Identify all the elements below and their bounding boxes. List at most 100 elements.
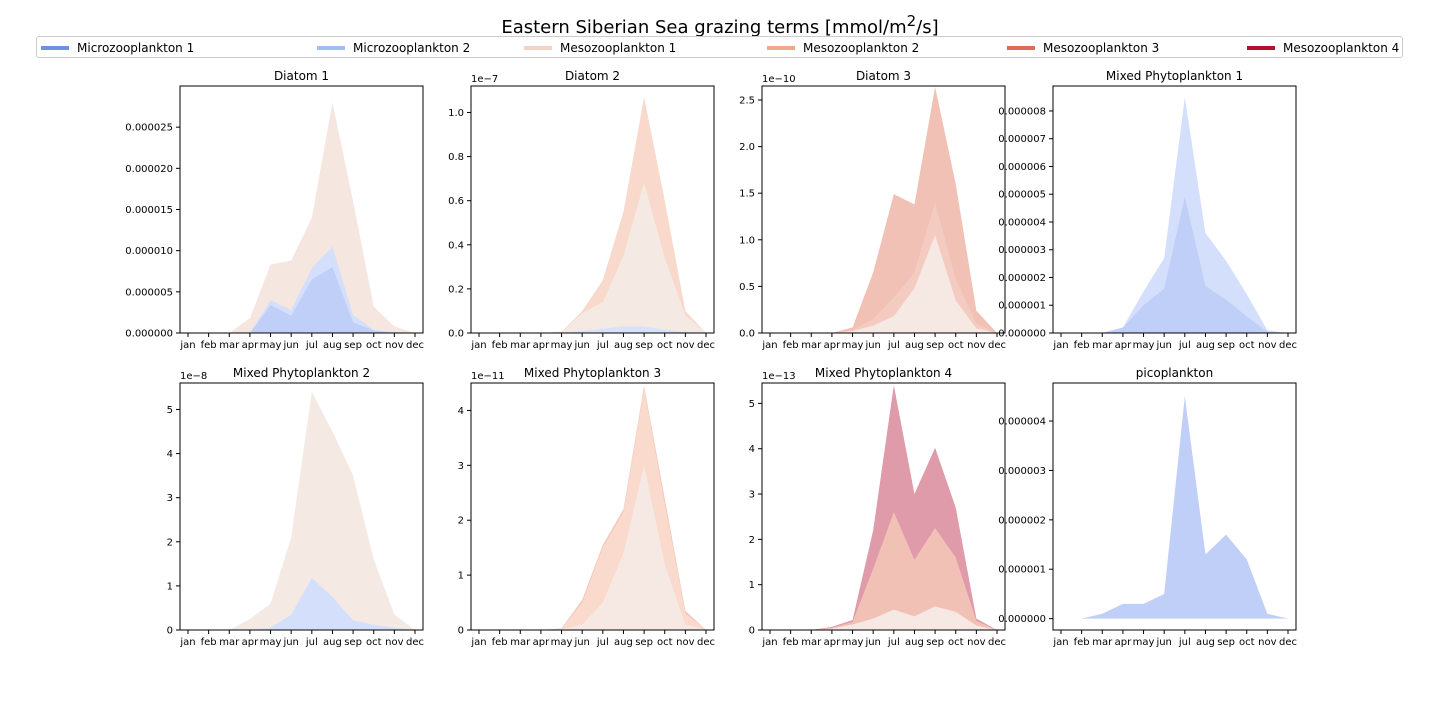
x-tick-label: feb (1074, 637, 1090, 648)
y-offset-label: 1e−8 (180, 371, 207, 382)
axes-frame (761, 382, 1006, 631)
y-tick-label: 0.000015 (125, 205, 173, 216)
y-tick-label: 1 (167, 581, 173, 592)
y-tick-label: 0.000000 (125, 329, 173, 340)
legend-swatch (317, 46, 345, 50)
x-tick-label: may (260, 637, 282, 648)
x-tick-label: oct (657, 340, 673, 351)
x-tick-label: sep (1217, 340, 1235, 351)
y-tick-label: 1.0 (448, 108, 464, 119)
x-tick-label: may (1133, 637, 1155, 648)
x-tick-label: sep (344, 637, 362, 648)
y-offset-label: 1e−7 (471, 74, 498, 85)
x-tick-label: jan (761, 340, 777, 351)
legend-label: Microzooplankton 2 (353, 41, 471, 55)
x-tick-label: oct (1239, 340, 1255, 351)
legend-entry: Microzooplankton 1 (41, 40, 194, 56)
x-tick-label: dec (406, 340, 424, 351)
x-tick-label: oct (1239, 637, 1255, 648)
x-tick-label: jun (1155, 340, 1171, 351)
x-tick-label: nov (385, 340, 403, 351)
area-series (188, 577, 415, 630)
y-offset-label: 1e−11 (471, 371, 505, 382)
area-series (479, 326, 706, 333)
x-tick-label: sep (635, 340, 653, 351)
x-tick-label: aug (614, 340, 633, 351)
x-tick-label: dec (1279, 340, 1297, 351)
x-tick-label: jun (864, 637, 880, 648)
y-tick-label: 0.000008 (998, 106, 1046, 117)
x-tick-label: mar (510, 637, 531, 648)
y-tick-label: 2.0 (739, 142, 755, 153)
axes-frame (761, 85, 1006, 334)
subplot: Diatom 1 jan feb mar apr may jun jul aug sep oct no… (125, 69, 424, 351)
y-tick-label: 1 (458, 571, 464, 582)
x-tick-label: nov (967, 637, 985, 648)
x-tick-label: oct (657, 637, 673, 648)
x-tick-label: apr (824, 637, 841, 648)
x-tick-label: jul (1178, 340, 1191, 351)
y-tick-label: 0.000020 (125, 164, 173, 175)
x-tick-label: jul (887, 637, 900, 648)
subplot-title: Diatom 3 (856, 69, 911, 83)
subplot: Mixed Phytoplankton 1 jan feb mar apr may jun j… (998, 69, 1297, 351)
y-tick-label: 0.5 (739, 282, 755, 293)
subplot: Diatom 3 1e−10 jan feb mar apr may jun jul aug sep… (739, 69, 1006, 351)
y-tick-label: 0.6 (448, 196, 464, 207)
x-tick-label: feb (1074, 340, 1090, 351)
x-tick-label: oct (948, 340, 964, 351)
x-tick-label: oct (366, 637, 382, 648)
x-tick-label: oct (948, 637, 964, 648)
subplot-title: Mixed Phytoplankton 2 (233, 366, 370, 380)
legend-swatch (1007, 46, 1035, 50)
x-tick-label: may (551, 637, 573, 648)
subplot-title: picoplankton (1136, 366, 1213, 380)
axes-frame (1052, 382, 1297, 631)
x-tick-label: aug (905, 637, 924, 648)
x-tick-label: nov (676, 340, 694, 351)
axes-frame (1052, 85, 1297, 334)
x-tick-label: apr (1115, 340, 1132, 351)
x-tick-label: sep (635, 637, 653, 648)
x-tick-label: jun (864, 340, 880, 351)
x-tick-label: apr (242, 637, 259, 648)
y-tick-label: 0.8 (448, 152, 464, 163)
y-tick-label: 0 (458, 626, 464, 637)
x-tick-label: nov (1258, 340, 1276, 351)
subplot: Diatom 2 1e−7 jan feb mar apr may jun jul aug sep o… (448, 69, 715, 351)
area-series (1061, 197, 1288, 333)
y-tick-label: 0.000010 (125, 246, 173, 257)
legend-label: Mesozooplankton 2 (803, 41, 920, 55)
legend-swatch (1247, 46, 1275, 50)
x-tick-label: dec (988, 637, 1006, 648)
y-tick-label: 5 (167, 405, 173, 416)
legend-label: Mesozooplankton 4 (1283, 41, 1400, 55)
x-tick-label: jun (282, 637, 298, 648)
y-tick-label: 4 (458, 406, 464, 417)
x-tick-label: feb (201, 340, 217, 351)
subplot-title: Mixed Phytoplankton 4 (815, 366, 952, 380)
y-tick-label: 0.000001 (998, 301, 1046, 312)
x-tick-label: jul (305, 637, 318, 648)
x-tick-label: apr (824, 340, 841, 351)
y-tick-label: 2 (167, 537, 173, 548)
x-tick-label: may (260, 340, 282, 351)
y-tick-label: 0 (749, 626, 755, 637)
y-tick-label: 3 (749, 490, 755, 501)
x-tick-label: sep (926, 340, 944, 351)
x-tick-label: dec (988, 340, 1006, 351)
x-tick-label: jan (179, 340, 195, 351)
x-tick-label: apr (1115, 637, 1132, 648)
x-tick-label: jan (761, 637, 777, 648)
x-tick-label: feb (783, 637, 799, 648)
legend-entry: Mesozooplankton 3 (1007, 40, 1159, 56)
x-tick-label: dec (697, 340, 715, 351)
legend-label: Mesozooplankton 3 (1043, 41, 1160, 55)
y-tick-label: 0.000007 (998, 134, 1046, 145)
x-tick-label: may (551, 340, 573, 351)
figure-title: Eastern Siberian Sea grazing terms [mmol… (501, 12, 939, 38)
y-tick-label: 1.0 (739, 235, 755, 246)
x-tick-label: apr (533, 637, 550, 648)
x-tick-label: sep (1217, 637, 1235, 648)
x-tick-label: jan (179, 637, 195, 648)
